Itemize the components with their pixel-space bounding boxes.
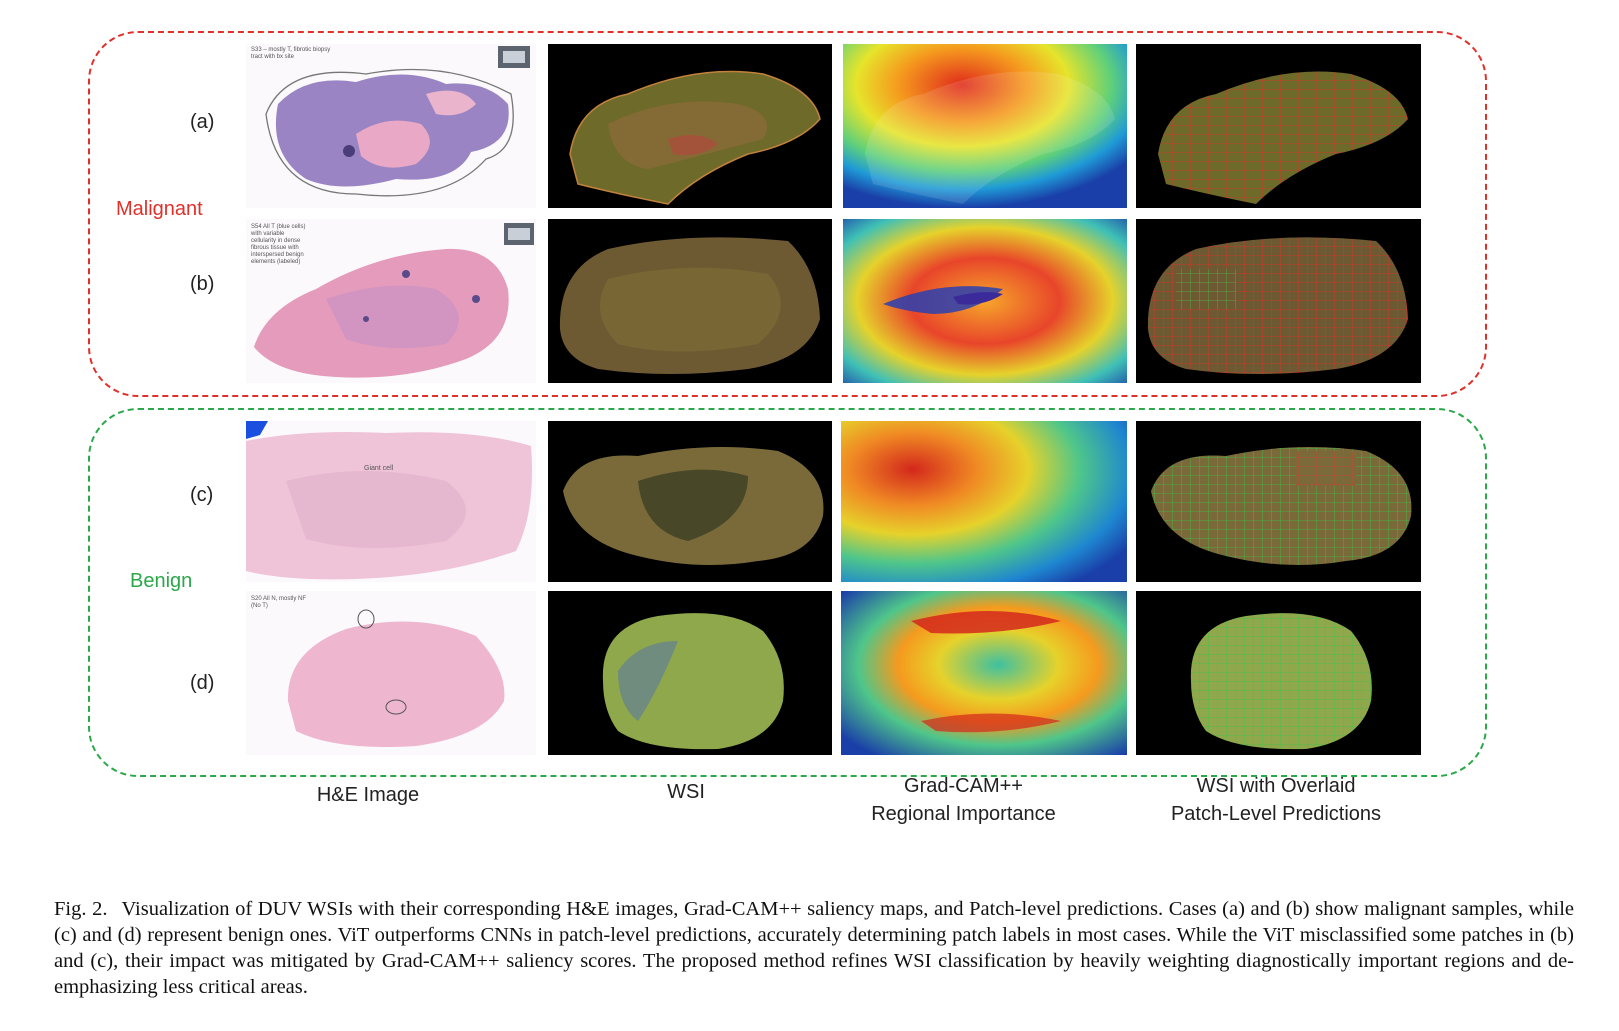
case-label-b: (b) [190,273,215,295]
gradcam-image-c [841,421,1127,582]
column-label-overlay: WSI with Overlaid Patch-Level Prediction… [1136,772,1416,828]
overlay-image-c [1136,421,1421,582]
benign-label: Benign [130,570,193,592]
case-label-a: (a) [190,111,215,133]
malignant-group-box [88,31,1487,397]
column-label-wsi: WSI [548,778,824,806]
caption-text: Visualization of DUV WSIs with their cor… [54,898,1574,998]
he-note-a: S33 – mostly T, fibrotic biopsy tract wi… [251,47,331,60]
wsi-image-b [548,219,832,383]
he-image-c: Giant cell [246,421,536,582]
overlay-image-d [1136,591,1421,755]
column-overlay-line2: Patch-Level Predictions [1170,803,1382,825]
wsi-image-a [548,44,832,208]
figure-number: Fig. 2. [54,898,108,920]
wsi-image-c [548,421,832,582]
he-note-c: Giant cell [364,465,394,472]
malignant-label: Malignant [116,198,203,220]
column-gradcam-line2: Regional Importance [871,803,1056,825]
gradcam-image-d [841,591,1127,755]
figure-caption: Fig. 2. Visualization of DUV WSIs with th… [54,896,1574,1000]
column-he-text: H&E Image [316,784,420,806]
column-wsi-text: WSI [667,781,705,803]
he-note-d: S20 All N, mostly NF (No T) [251,596,307,609]
benign-group-box [88,408,1487,777]
column-label-he: H&E Image [246,781,490,809]
he-image-b: S54 All T (blue cells) with variable cel… [246,219,536,383]
column-label-gradcam: Grad-CAM++ Regional Importance [841,772,1086,828]
column-overlay-line1: WSI with Overlaid [1196,775,1356,797]
case-label-c: (c) [190,484,214,506]
gradcam-image-a [843,44,1127,208]
gradcam-image-b [843,219,1127,383]
he-note-b: S54 All T (blue cells) with variable cel… [251,224,306,265]
wsi-image-d [548,591,832,755]
case-label-d: (d) [190,672,215,694]
overlay-image-a [1136,44,1421,208]
column-gradcam-line1: Grad-CAM++ [904,775,1023,797]
he-image-a: S33 – mostly T, fibrotic biopsy tract wi… [246,44,536,208]
he-image-d: S20 All N, mostly NF (No T) [246,591,536,755]
overlay-image-b [1136,219,1421,383]
